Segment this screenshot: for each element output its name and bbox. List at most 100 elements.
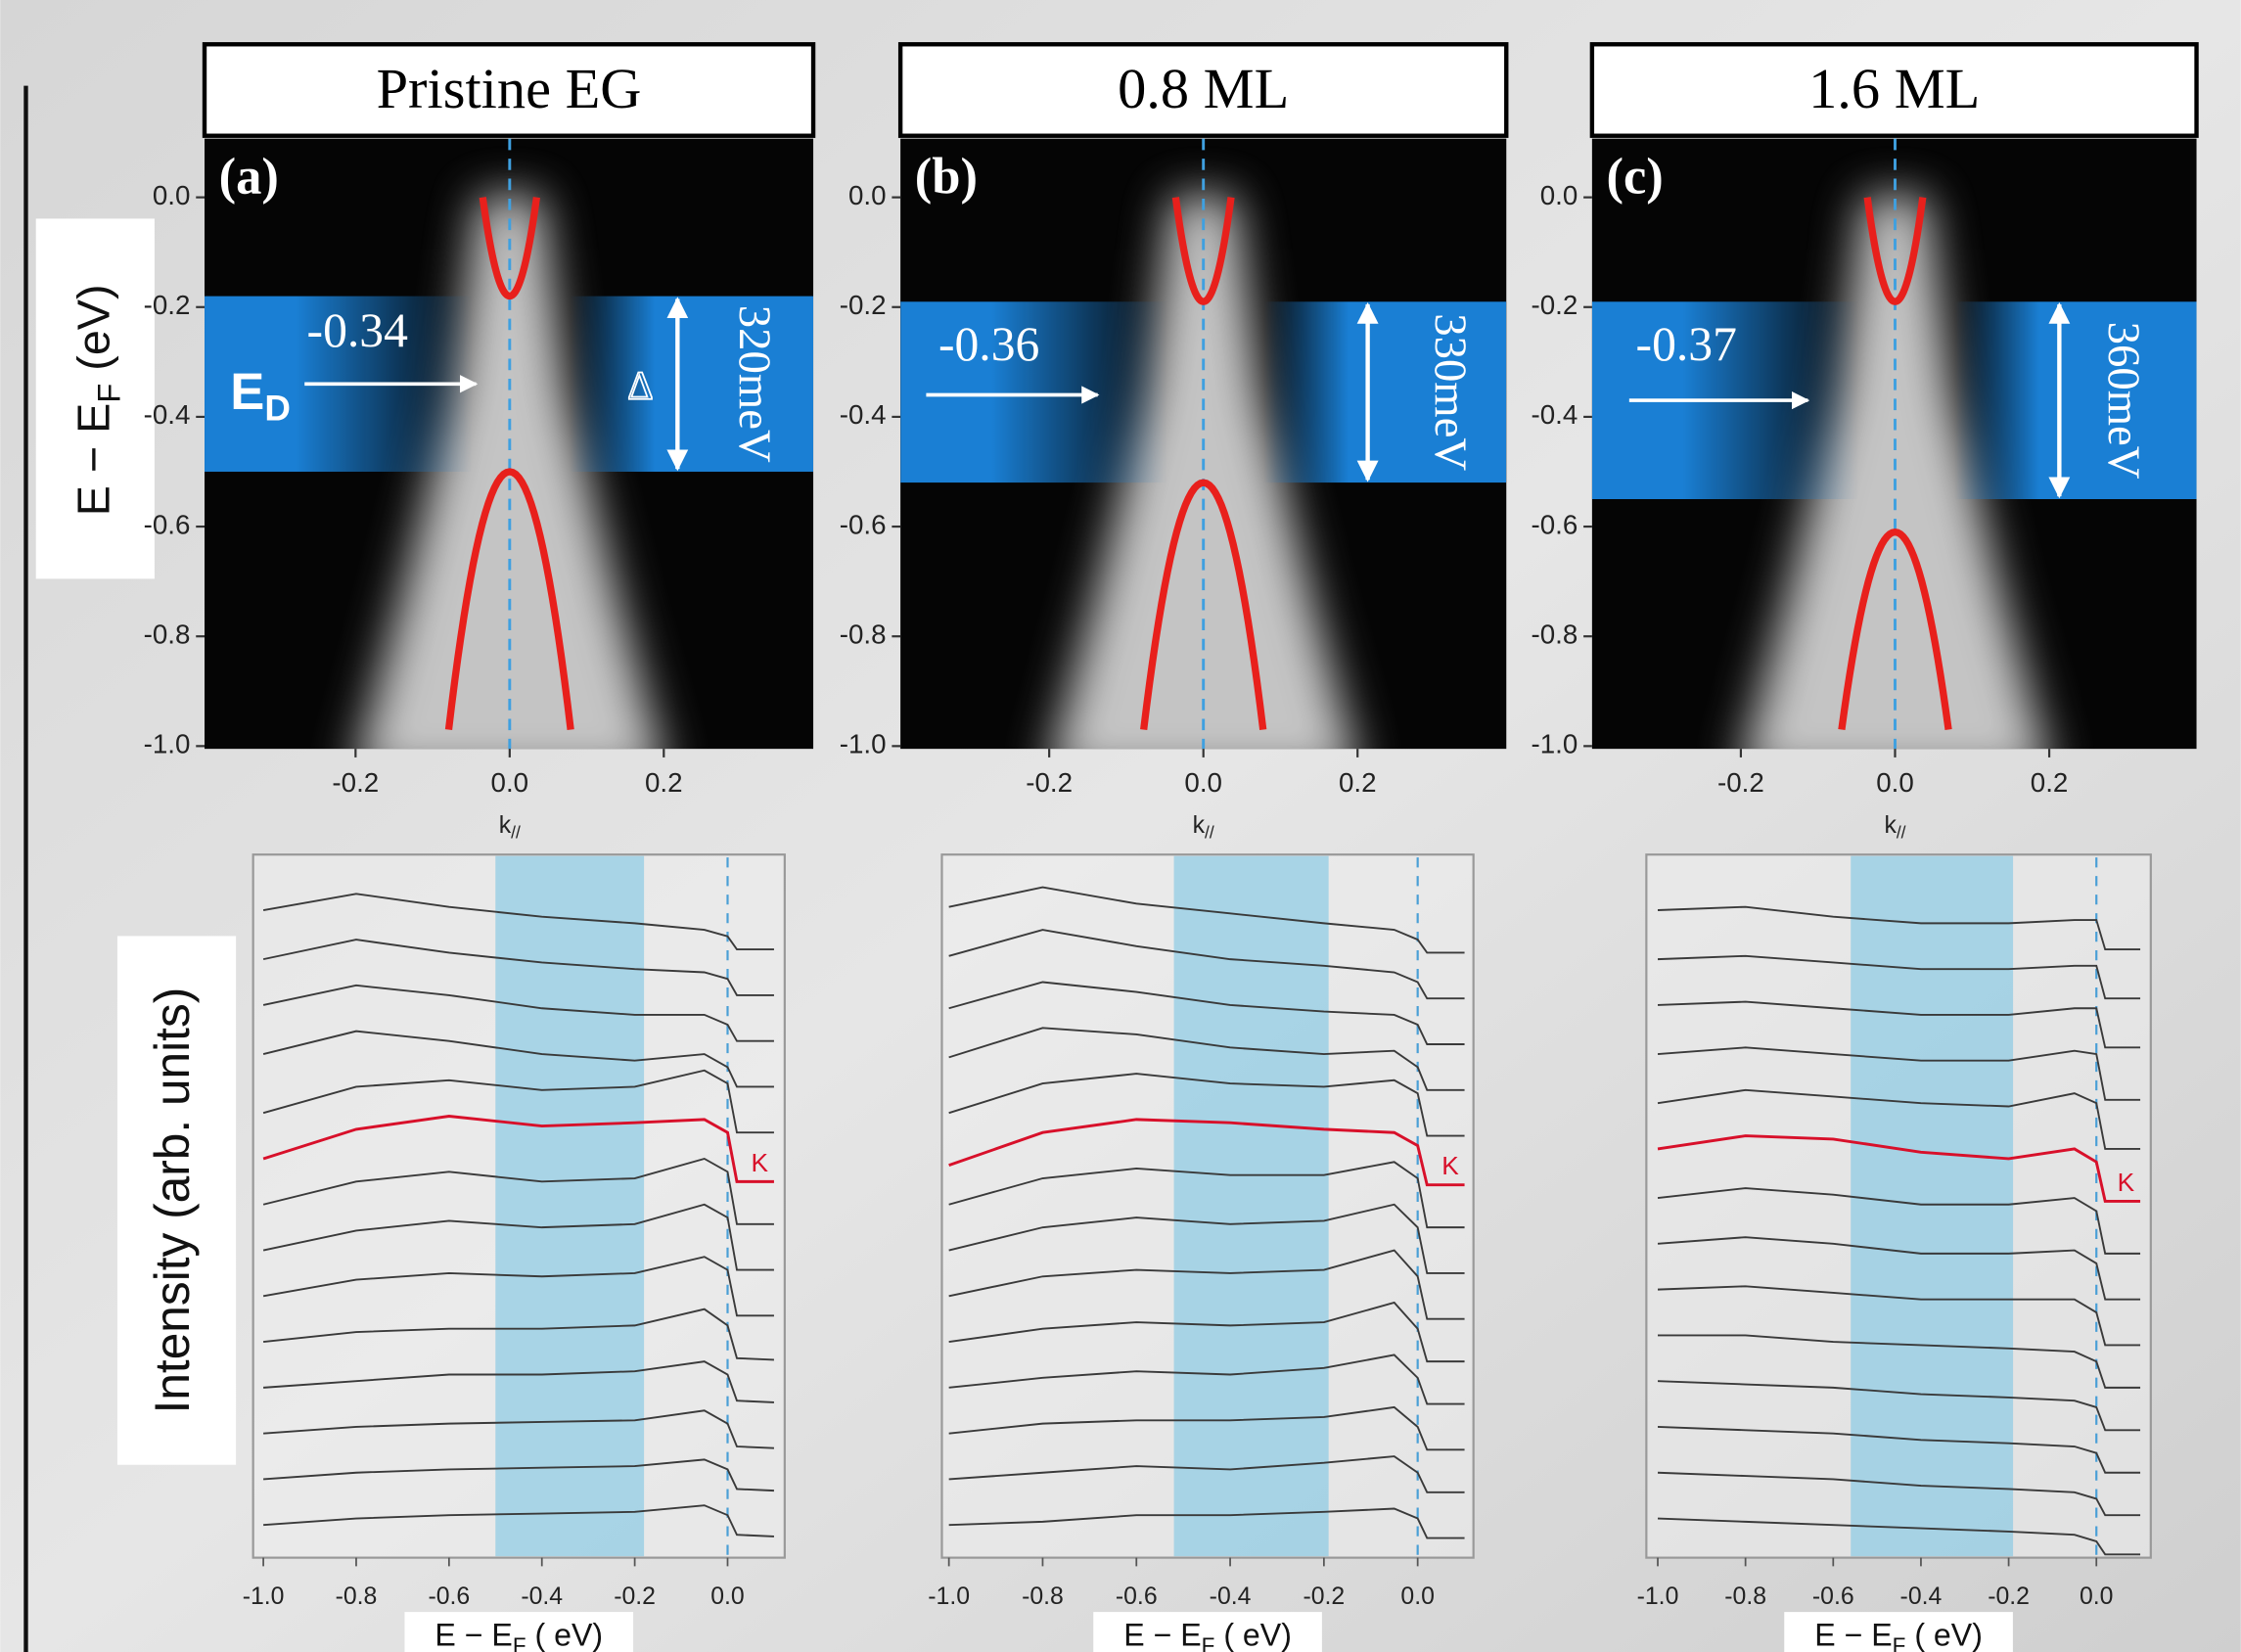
edc-curve bbox=[948, 1118, 1465, 1187]
y-tick-label: -1.0 bbox=[144, 729, 191, 759]
edc-curve bbox=[1657, 1236, 2141, 1301]
delta-label: Δ bbox=[627, 363, 653, 407]
edc-curve bbox=[262, 1030, 774, 1088]
x-tick-label: 0.0 bbox=[1876, 767, 1914, 798]
edc-curve bbox=[1658, 1334, 2141, 1389]
conduction-band bbox=[1171, 197, 1235, 305]
edc-curve bbox=[1657, 1046, 2141, 1101]
x-tick-label: -0.6 bbox=[1116, 1583, 1158, 1610]
edc-curve bbox=[1657, 1285, 2141, 1347]
y-tick-label: -1.0 bbox=[840, 729, 887, 759]
x-axis-label-main: k bbox=[1884, 812, 1897, 839]
gap-label: 360meV bbox=[2098, 322, 2149, 480]
edc-curve bbox=[262, 1308, 774, 1361]
x-tick-label: 0.2 bbox=[2031, 767, 2069, 798]
x-tick-label: 0.0 bbox=[491, 767, 529, 798]
x-tick-label: 0.0 bbox=[1184, 767, 1222, 798]
gap-band bbox=[900, 301, 1507, 483]
x-tick-label: 0.0 bbox=[710, 1583, 745, 1610]
y-tick-label: -0.4 bbox=[1531, 399, 1578, 430]
gap-label: 330meV bbox=[1425, 313, 1476, 471]
y-tick-label: -1.0 bbox=[1531, 729, 1578, 759]
y-label-box bbox=[116, 936, 237, 1465]
x-axis-label-sub: F bbox=[1202, 1633, 1215, 1652]
edc-curve bbox=[1657, 1088, 2141, 1150]
valence-band bbox=[1140, 479, 1267, 730]
y-tick-label: -0.8 bbox=[1531, 620, 1578, 650]
x-axis-label-main: k bbox=[499, 812, 512, 839]
dirac-label: -0.36 bbox=[938, 317, 1039, 371]
y-tick-label: -0.8 bbox=[144, 620, 191, 650]
edc-curve bbox=[262, 1115, 774, 1183]
x-axis-label-rest: ( eV) bbox=[1905, 1618, 1983, 1652]
edc-curve bbox=[263, 1360, 774, 1403]
edc-curve bbox=[948, 1301, 1465, 1363]
arpes-intensity bbox=[900, 138, 1507, 750]
x-label-box bbox=[404, 1612, 634, 1652]
y-tick-label: -0.4 bbox=[144, 399, 191, 430]
curve-label: K bbox=[2118, 1168, 2135, 1197]
conduction-band bbox=[1863, 197, 1927, 305]
x-tick-label: -0.2 bbox=[1988, 1583, 2030, 1610]
y-tick-label: -0.2 bbox=[144, 290, 191, 320]
edc-curve bbox=[948, 1027, 1465, 1091]
y-tick-label: 0.0 bbox=[153, 180, 191, 210]
edc-curve bbox=[1657, 1426, 2141, 1474]
y-axis-label-main: E − E bbox=[69, 403, 119, 517]
x-tick-label: 0.0 bbox=[2080, 1583, 2114, 1610]
edc-curve bbox=[1657, 905, 2141, 951]
y-tick-label: 0.0 bbox=[1540, 180, 1578, 210]
dirac-label: -0.34 bbox=[307, 303, 409, 357]
ed-label: ED bbox=[230, 363, 291, 429]
y-axis-label-sub: F bbox=[90, 384, 126, 403]
y-axis-label: Intensity (arb. units) bbox=[145, 987, 200, 1414]
edc-curve bbox=[1657, 1187, 2141, 1255]
panel-title: 1.6 ML bbox=[1808, 57, 1980, 120]
edc-curve bbox=[262, 1157, 774, 1225]
x-tick-label: -0.2 bbox=[1026, 767, 1073, 798]
valence-band bbox=[1838, 528, 1952, 731]
x-tick-label: -0.4 bbox=[1900, 1583, 1943, 1610]
curve-label: K bbox=[752, 1148, 769, 1177]
x-axis-label-main: E − E bbox=[1814, 1618, 1892, 1652]
edc-curve bbox=[262, 1203, 774, 1271]
edc-curve bbox=[1657, 1380, 2141, 1432]
edc-curve bbox=[263, 1409, 774, 1449]
edc-curve bbox=[1657, 1134, 2141, 1203]
x-tick-label: -0.2 bbox=[332, 767, 379, 798]
ed-label-sub: D bbox=[264, 388, 291, 428]
edc-curve bbox=[948, 981, 1465, 1045]
x-axis-label-rest: ( eV) bbox=[1214, 1618, 1292, 1652]
edc-curve bbox=[1657, 1517, 2141, 1556]
y-label-box bbox=[35, 218, 155, 579]
edc-curve bbox=[262, 1256, 774, 1317]
x-tick-label: -0.4 bbox=[521, 1583, 563, 1610]
curve-label: K bbox=[1441, 1151, 1459, 1180]
x-tick-label: -0.6 bbox=[428, 1583, 470, 1610]
edc-curve bbox=[1657, 1471, 2141, 1517]
x-tick-label: -1.0 bbox=[1637, 1583, 1679, 1610]
panel-title: 0.8 ML bbox=[1118, 57, 1289, 120]
edc-curve bbox=[262, 984, 774, 1042]
panel-label: (a) bbox=[219, 149, 279, 206]
y-axis-label-rest: (eV) bbox=[69, 284, 119, 383]
edc-curve bbox=[1657, 1000, 2141, 1049]
x-tick-label: -0.8 bbox=[336, 1583, 378, 1610]
y-tick-label: -0.2 bbox=[1531, 290, 1578, 320]
edc-curve bbox=[948, 1161, 1465, 1229]
x-axis-label-rest: ( eV) bbox=[526, 1618, 604, 1652]
x-axis-label-sub: F bbox=[1893, 1633, 1906, 1652]
edc-curve bbox=[948, 1354, 1465, 1405]
x-axis-label: E − EF ( eV) bbox=[434, 1618, 603, 1652]
shade-band bbox=[1173, 855, 1329, 1557]
x-axis-label: E − EF ( eV) bbox=[1814, 1618, 1983, 1652]
x-tick-label: -0.8 bbox=[1724, 1583, 1766, 1610]
y-axis-label: E − EF (eV) bbox=[69, 284, 126, 516]
x-tick-label: -1.0 bbox=[928, 1583, 970, 1610]
x-tick-label: 0.2 bbox=[1339, 767, 1377, 798]
edc-curve bbox=[262, 1069, 774, 1134]
gap-label: 320meV bbox=[729, 305, 780, 463]
x-axis-label-main: E − E bbox=[1123, 1618, 1201, 1652]
title-box bbox=[1589, 42, 2199, 138]
